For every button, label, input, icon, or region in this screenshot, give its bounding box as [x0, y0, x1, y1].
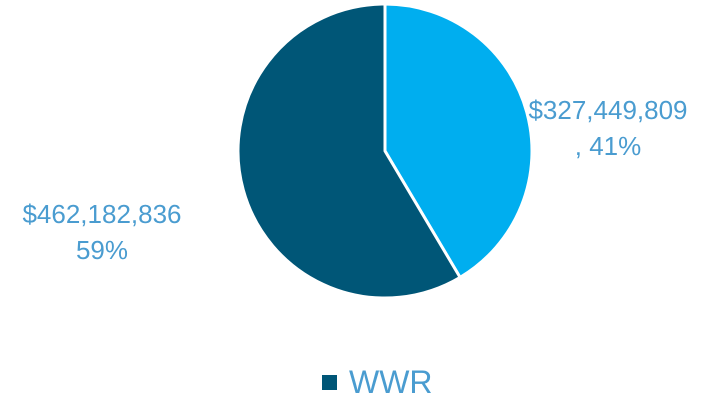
legend: WWR	[322, 362, 433, 402]
pie-slice	[383, 2, 534, 279]
pie-slice	[236, 2, 462, 300]
legend-label: WWR	[349, 363, 433, 400]
data-label: $327,449,809 , 41%	[528, 95, 688, 161]
data-label: $462,182,836 59%	[22, 199, 182, 265]
legend-swatch	[322, 374, 337, 390]
